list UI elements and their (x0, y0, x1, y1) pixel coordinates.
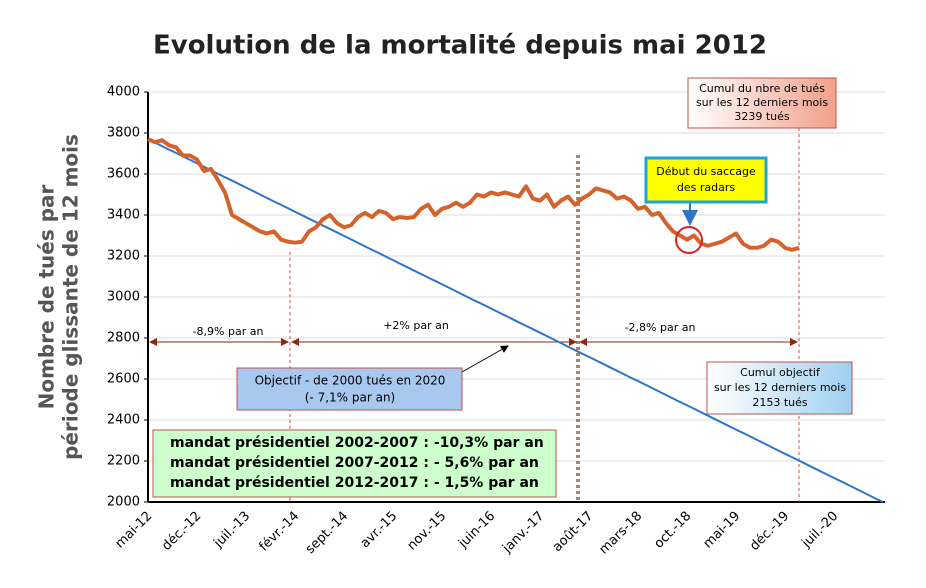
y-tick-label: 3800 (107, 126, 140, 141)
x-tick-label: nov.-15 (405, 509, 450, 554)
annotation: (- 7,1% par an) (305, 391, 396, 405)
x-tick-label: juil.-20 (799, 509, 842, 552)
x-tick-label: févr.-14 (256, 509, 302, 555)
annotation: mandat présidentiel 2007-2012 : - 5,6% p… (170, 455, 539, 471)
x-tick-label: janv.-17 (499, 509, 547, 557)
mandats-box (152, 429, 557, 498)
y-tick-label: 2400 (107, 413, 140, 428)
annotation: Début du saccage (656, 165, 756, 178)
y-tick-label: 3200 (107, 249, 140, 264)
cumul-box (687, 77, 837, 129)
x-tick-label: mai-19 (701, 509, 744, 552)
annotation: des radars (677, 181, 735, 194)
y-tick-label: 3600 (107, 167, 140, 182)
annotation: Objectif - de 2000 tués en 2020 (255, 374, 446, 388)
saccage-box (644, 156, 768, 204)
y-tick-label: 2200 (107, 454, 140, 469)
arrow (461, 345, 509, 373)
objectif-box (236, 367, 463, 411)
x-tick-label: mai-12 (113, 509, 156, 552)
y-tick-label: 2800 (107, 331, 140, 346)
period-label: +2% par an (383, 319, 449, 332)
x-tick-label: oct.-18 (651, 509, 694, 552)
period-label: -8,9% par an (193, 325, 264, 338)
annotation: Cumul objectif (740, 366, 821, 379)
chart-title: Evolution de la mortalité depuis mai 201… (153, 31, 767, 61)
y-label-line: période glissante de 12 mois (59, 134, 83, 460)
annotation: 3239 tués (734, 110, 790, 123)
annotation: sur les 12 derniers mois (696, 96, 828, 109)
x-tick-label: août-17 (550, 509, 596, 555)
x-tick-label: juin-16 (455, 509, 498, 552)
annotation: mandat présidentiel 2002-2007 : -10,3% p… (170, 435, 544, 451)
x-tick-label: sept.-14 (303, 509, 351, 557)
y-label-line: Nombre de tués par (35, 184, 59, 409)
annotation: Cumul du nbre de tués (699, 82, 825, 95)
plot (147, 137, 884, 503)
y-tick-label: 4000 (107, 85, 140, 100)
annotation: 2153 tués (752, 396, 808, 409)
annotations-layer: -8,9% par an +2% par an -2,8% par an Cum… (149, 77, 853, 502)
x-tick-label: déc.-19 (747, 509, 792, 554)
y-tick-label: 3400 (107, 208, 140, 223)
series-line (147, 137, 800, 252)
y-axis-title: Nombre de tués par période glissante de … (35, 134, 83, 460)
callout: Début du saccage des radars (644, 156, 768, 254)
x-tick-label: déc.-12 (159, 509, 204, 554)
annotation: sur les 12 derniers mois (714, 381, 846, 394)
series-line (147, 138, 884, 503)
annotation: mandat présidentiel 2012-2017 : - 1,5% p… (170, 475, 539, 491)
y-tick-label: 2000 (107, 495, 140, 510)
x-tick-label: juil.-13 (211, 509, 254, 552)
highlight-circle (675, 226, 703, 254)
x-tick-label: mars-18 (597, 509, 646, 558)
cumul-objectif-box (706, 361, 853, 415)
y-tick-label: 3000 (107, 290, 140, 305)
y-tick-label: 2600 (107, 372, 140, 387)
period-label: -2,8% par an (625, 321, 696, 334)
x-tick-label: avr.-15 (358, 509, 401, 552)
